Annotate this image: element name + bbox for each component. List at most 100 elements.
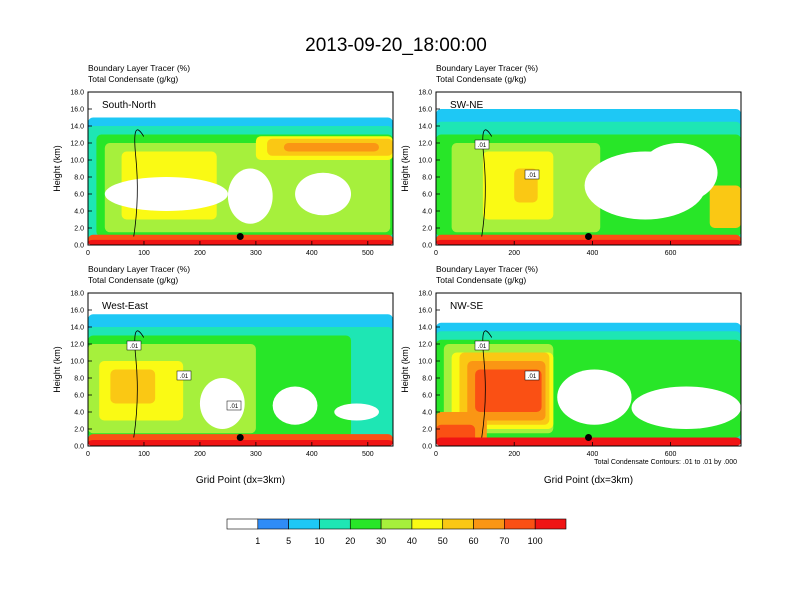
colorbar-swatch	[226, 518, 259, 530]
location-marker	[236, 434, 244, 441]
panel-1: .01 .01 SW-NE Boundary Layer Tracer (%)Tota…	[400, 63, 742, 257]
colorbar-swatch	[411, 518, 444, 530]
y-tick-label: 14.0	[418, 124, 432, 131]
location-marker	[585, 434, 592, 441]
subtitle-condensate: Total Condensate (g/kg)	[88, 74, 178, 84]
contour-label-box	[176, 370, 192, 381]
y-tick-label: 8.0	[422, 175, 432, 182]
x-tick-label: 300	[250, 451, 262, 458]
x-tick-label: 400	[587, 250, 599, 257]
colorbar-swatch	[504, 518, 536, 530]
x-tick-label: 400	[306, 250, 318, 257]
panel-name: SW-NE	[450, 100, 483, 111]
contour-label-box	[524, 370, 540, 381]
y-tick-label: 2.0	[74, 226, 84, 233]
x-tick-label: 100	[138, 250, 150, 257]
location-marker	[585, 233, 592, 240]
x-axis-label: Grid Point (dx=3km)	[196, 475, 285, 486]
x-axis-label: Grid Point (dx=3km)	[544, 475, 633, 486]
y-tick-label: 2.0	[74, 427, 84, 434]
y-tick-label: 4.0	[74, 209, 84, 216]
subtitle-condensate: Total Condensate (g/kg)	[436, 74, 526, 84]
y-axis-label: Height (km)	[400, 346, 410, 393]
condensate-contour	[133, 330, 145, 438]
colorbar-label: 70	[499, 536, 509, 546]
colorbar-label: 5	[286, 536, 291, 546]
field-region	[436, 239, 741, 245]
y-tick-label: 8.0	[74, 175, 84, 182]
y-tick-label: 16.0	[418, 107, 432, 114]
subtitle-tracer: Boundary Layer Tracer (%)	[88, 264, 190, 274]
y-tick-label: 16.0	[70, 308, 84, 315]
colorbar-label: 50	[438, 536, 448, 546]
colorbar-label: 10	[314, 536, 324, 546]
y-tick-label: 14.0	[70, 325, 84, 332]
y-tick-label: 14.0	[70, 124, 84, 131]
x-tick-label: 200	[508, 451, 520, 458]
panel-name: NW-SE	[450, 301, 483, 312]
contour-label: .01	[528, 374, 537, 380]
contour-label: .01	[230, 404, 239, 410]
y-tick-label: 16.0	[70, 107, 84, 114]
x-tick-label: 500	[362, 250, 374, 257]
y-tick-label: 4.0	[422, 410, 432, 417]
subtitle-tracer: Boundary Layer Tracer (%)	[88, 63, 190, 73]
colorbar-swatch	[380, 518, 413, 530]
y-axis-label: Height (km)	[52, 145, 62, 192]
panel-2: .01 .01 .01 West-East Boundary Layer Tracer …	[52, 264, 394, 486]
y-tick-label: 6.0	[74, 393, 84, 400]
y-tick-label: 10.0	[418, 158, 432, 165]
condensate-contour	[133, 129, 145, 237]
location-marker	[236, 233, 244, 240]
y-tick-label: 0.0	[422, 243, 432, 250]
panel-name: West-East	[102, 301, 148, 312]
void-region	[104, 177, 228, 211]
y-tick-label: 14.0	[418, 325, 432, 332]
plot-frame	[87, 91, 394, 246]
void-region	[639, 143, 718, 203]
field-region	[709, 185, 741, 228]
void-region	[334, 403, 380, 421]
y-tick-label: 18.0	[70, 90, 84, 97]
subtitle-tracer: Boundary Layer Tracer (%)	[436, 63, 538, 73]
tracer-field	[88, 92, 393, 245]
panel-name: South-North	[102, 100, 156, 111]
colorbar-label: 60	[469, 536, 479, 546]
y-tick-label: 8.0	[422, 376, 432, 383]
x-tick-label: 600	[665, 451, 677, 458]
condensate-contour	[481, 129, 493, 237]
y-axis-label: Height (km)	[52, 346, 62, 393]
field-region	[110, 369, 156, 404]
colorbar-swatch	[473, 518, 505, 530]
y-tick-label: 0.0	[422, 444, 432, 451]
contour-label-box	[524, 169, 540, 180]
x-tick-label: 200	[194, 250, 206, 257]
y-tick-label: 18.0	[70, 291, 84, 298]
tracer-field	[436, 293, 741, 446]
y-tick-label: 12.0	[418, 342, 432, 349]
void-region	[227, 168, 273, 224]
colorbar-label: 1	[255, 536, 260, 546]
figure-title: 2013-09-20_18:00:00	[305, 35, 487, 56]
void-region	[557, 369, 632, 425]
y-tick-label: 10.0	[70, 359, 84, 366]
subtitle-condensate: Total Condensate (g/kg)	[436, 275, 526, 285]
y-tick-label: 6.0	[422, 192, 432, 199]
x-tick-label: 0	[434, 451, 438, 458]
colorbar-label: 30	[376, 536, 386, 546]
y-tick-label: 6.0	[74, 192, 84, 199]
y-tick-label: 4.0	[422, 209, 432, 216]
x-tick-label: 500	[362, 451, 374, 458]
x-tick-label: 0	[86, 250, 90, 257]
void-region	[199, 378, 245, 429]
void-region	[272, 386, 318, 425]
x-tick-label: 0	[434, 250, 438, 257]
tracer-field	[88, 293, 393, 446]
colorbar-swatch	[349, 518, 382, 530]
panel-0: South-North Boundary Layer Tracer (%)Tota…	[52, 63, 394, 257]
subtitle-tracer: Boundary Layer Tracer (%)	[436, 264, 538, 274]
y-tick-label: 12.0	[418, 141, 432, 148]
